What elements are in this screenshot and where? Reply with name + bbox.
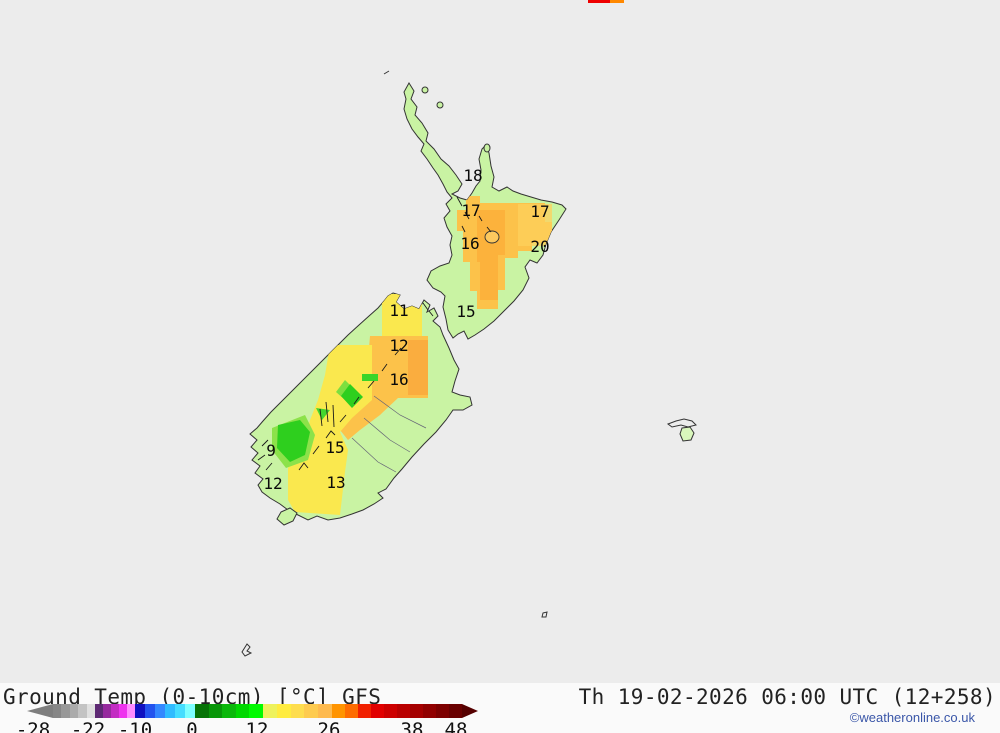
colorbar-tick-label: 0	[186, 719, 198, 733]
south-island	[249, 292, 473, 521]
chatham-islands	[666, 418, 697, 428]
tiny-coast-mark	[383, 70, 390, 75]
temp-label: 15	[456, 302, 475, 321]
colorbar-segment	[249, 704, 263, 718]
temperature-labels: 18 17 17 16 20 15 11 12 16 9 15 12 13	[263, 166, 549, 493]
colorbar-segment	[102, 704, 111, 718]
subantarctic-island	[241, 643, 253, 657]
warm-zone-core	[477, 210, 505, 300]
colorbar-segment	[370, 704, 384, 718]
temp-label: 17	[461, 201, 480, 220]
colorbar-segment	[164, 704, 175, 718]
colorbar-segment	[110, 704, 119, 718]
temperature-colorbar	[27, 704, 478, 718]
colorbar-segment	[396, 704, 410, 718]
colorbar-segment	[422, 704, 436, 718]
terrain-marks-alps	[257, 302, 434, 471]
loading-bar-orange-segment	[610, 0, 624, 3]
island-great-barrier	[483, 143, 491, 153]
temp-label: 12	[263, 474, 282, 493]
loading-bar	[588, 0, 624, 3]
colorbar-segment	[409, 704, 423, 718]
rivers	[351, 395, 427, 473]
colorbar-segment	[344, 704, 358, 718]
temp-label: 11	[389, 301, 408, 320]
north-island	[403, 82, 567, 340]
loading-bar-red-segment	[588, 0, 610, 3]
cold-green-alps	[341, 384, 363, 408]
colorbar-segment	[435, 704, 449, 718]
colorbar-segment	[448, 704, 462, 718]
colorbar-tick-label: -10	[117, 719, 153, 733]
colorbar-segment	[383, 704, 397, 718]
temp-label: 16	[389, 370, 408, 389]
colorbar-segment	[262, 704, 277, 718]
colorbar-segment	[69, 704, 79, 718]
colorbar-left-arrow	[27, 704, 53, 718]
bounty-islands	[541, 611, 548, 618]
colorbar-segment	[184, 704, 195, 718]
colorbar-segment	[318, 704, 332, 718]
cold-green-fiordland	[277, 420, 310, 462]
colorbar-segment	[154, 704, 165, 718]
colorbar-segment	[126, 704, 135, 718]
colorbar-segment	[208, 704, 223, 718]
colorbar-segment	[61, 704, 70, 718]
colorbar-right-arrow	[461, 704, 478, 718]
colorbar-segment	[304, 704, 319, 718]
temp-label: 15	[325, 438, 344, 457]
temp-label: 20	[530, 237, 549, 256]
orange-zone-east-edge	[408, 340, 428, 395]
colorbar-segment	[222, 704, 236, 718]
colorbar-segment	[174, 704, 185, 718]
temp-label: 18	[463, 166, 482, 185]
orange-zone-marlborough	[340, 336, 428, 440]
lake-taupo	[484, 230, 500, 244]
colorbar-segment	[276, 704, 291, 718]
colorbar-segment	[144, 704, 155, 718]
colorbar-tick-label: 12	[245, 719, 269, 733]
chatham-main	[679, 426, 695, 442]
colorbar-segment	[118, 704, 127, 718]
temp-label: 16	[460, 234, 479, 253]
forecast-datetime: Th 19-02-2026 06:00 UTC (12+258)	[578, 685, 996, 709]
temp-label: 9	[266, 441, 276, 460]
island-poor-knights	[421, 86, 429, 94]
legend-bar: Ground Temp (0-10cm) [°C] GFS Th 19-02-2…	[0, 683, 1000, 733]
cold-green-dash	[362, 374, 378, 381]
colorbar-segment	[94, 704, 103, 718]
colorbar-segment	[357, 704, 371, 718]
colorbar-tick-label: 26	[317, 719, 341, 733]
colorbar-segment	[86, 704, 95, 718]
colorbar-tick-label: 48	[444, 719, 468, 733]
colorbar-segment	[290, 704, 305, 718]
warm-zone-east	[518, 204, 552, 246]
colorbar-tick-label: -28	[15, 719, 51, 733]
temp-label: 13	[326, 473, 345, 492]
island-hen-chicken	[436, 101, 444, 109]
colorbar-segment	[53, 704, 62, 718]
copyright-link[interactable]: ©weatheronline.co.uk	[849, 710, 975, 725]
temp-label: 12	[389, 336, 408, 355]
colorbar-segment	[194, 704, 209, 718]
stewart-island	[276, 507, 298, 526]
temp-label: 17	[530, 202, 549, 221]
colorbar-segment	[134, 704, 145, 718]
colorbar-segment	[331, 704, 345, 718]
colorbar-segment	[235, 704, 250, 718]
colorbar-tick-label: 38	[400, 719, 424, 733]
colorbar-segments	[53, 704, 462, 718]
colorbar-segment	[78, 704, 87, 718]
offshore-islands	[241, 70, 697, 657]
colorbar-tick-label: -22	[70, 719, 106, 733]
